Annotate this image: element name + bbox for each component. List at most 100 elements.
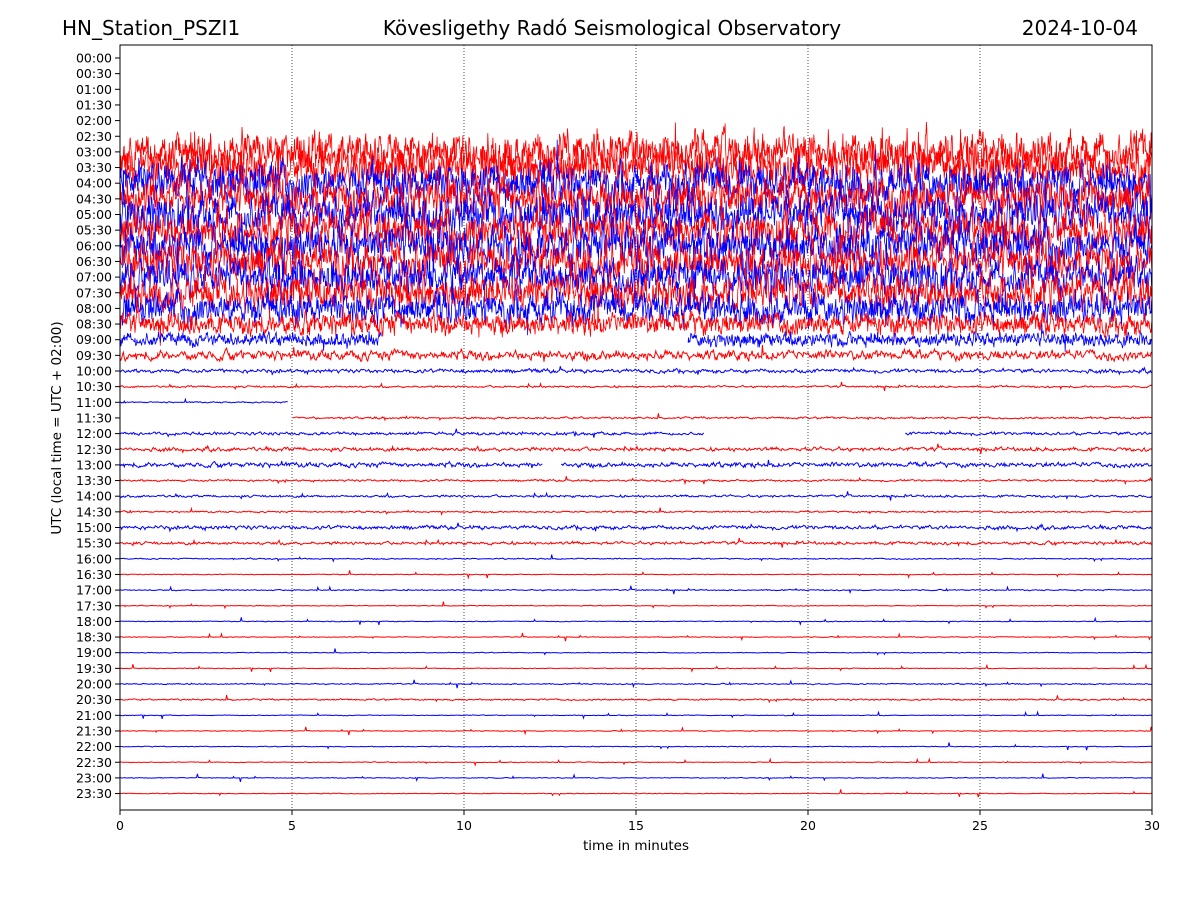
y-tick-label: 03:30 (76, 160, 112, 175)
x-axis-label: time in minutes (583, 838, 689, 854)
trace-1600 (119, 554, 1153, 563)
y-tick-label: 02:30 (76, 129, 112, 144)
y-tick-label: 19:30 (76, 661, 112, 676)
plot-frame (119, 44, 1153, 811)
y-tick-label: 03:00 (76, 144, 112, 159)
trace-1300 (119, 459, 1153, 470)
trace-2200 (120, 742, 1153, 751)
y-tick-label: 19:00 (76, 645, 112, 660)
y-tick-labels: 00:0000:3001:0001:3002:0002:3003:0003:30… (76, 51, 120, 801)
trace-0930 (119, 344, 1153, 363)
y-tick-label: 16:30 (76, 567, 112, 582)
y-tick-label: 06:00 (76, 238, 112, 253)
trace-0800 (119, 272, 1153, 336)
y-tick-label: 01:00 (76, 82, 112, 97)
trace-1330 (119, 476, 1153, 486)
trace-1500 (119, 522, 1153, 533)
y-tick-label: 15:30 (76, 536, 112, 551)
trace-1730 (119, 601, 1152, 610)
x-tick-label: 10 (456, 818, 472, 833)
y-tick-label: 04:30 (76, 191, 112, 206)
trace-0730 (119, 252, 1153, 324)
trace-0430 (119, 150, 1153, 239)
y-tick-label: 07:30 (76, 285, 112, 300)
y-tick-label: 11:30 (76, 410, 112, 425)
trace-0600 (119, 196, 1153, 283)
y-tick-label: 12:30 (76, 442, 112, 457)
y-tick-label: 21:00 (76, 708, 112, 723)
trace-1800 (119, 616, 1153, 626)
y-tick-label: 14:30 (76, 504, 112, 519)
x-tick-labels: 0 5 10 15 20 25 30 (116, 810, 1160, 833)
y-axis-label: UTC (local time = UTC + 02:00) (49, 321, 65, 534)
y-tick-label: 08:00 (76, 301, 112, 316)
trace-1700 (119, 585, 1153, 595)
y-tick-label: 13:00 (76, 457, 112, 472)
x-tick-label: 0 (116, 818, 124, 833)
y-tick-label: 09:00 (76, 332, 112, 347)
trace-1230 (119, 443, 1153, 454)
y-tick-label: 07:00 (76, 270, 112, 285)
trace-0530 (119, 184, 1153, 267)
y-tick-label: 05:30 (76, 223, 112, 238)
trace-0830 (119, 296, 1153, 346)
y-tick-label: 01:30 (76, 97, 112, 112)
y-tick-label: 10:00 (76, 364, 112, 379)
y-tick-label: 13:30 (76, 473, 112, 488)
y-tick-label: 20:00 (76, 677, 112, 692)
y-tick-label: 14:00 (76, 489, 112, 504)
y-tick-label: 08:30 (76, 317, 112, 332)
x-tick-label: 5 (288, 818, 296, 833)
x-tick-label: 20 (800, 818, 816, 833)
y-tick-label: 02:00 (76, 113, 112, 128)
y-tick-label: 05:00 (76, 207, 112, 222)
y-tick-label: 22:30 (76, 755, 112, 770)
trace-1430 (119, 506, 1153, 516)
y-tick-label: 15:00 (76, 520, 112, 535)
trace-1900 (119, 648, 1153, 656)
y-tick-label: 09:30 (76, 348, 112, 363)
station-name: HN_Station_PSZI1 (62, 16, 240, 40)
trace-2130 (120, 726, 1153, 736)
trace-1930 (119, 663, 1153, 673)
trace-1630 (119, 570, 1152, 580)
trace-1530 (119, 537, 1153, 548)
y-tick-label: 23:30 (76, 786, 112, 801)
y-tick-label: 16:00 (76, 551, 112, 566)
trace-1130 (292, 413, 1153, 422)
y-tick-label: 22:00 (76, 739, 112, 754)
trace-1400 (119, 491, 1153, 501)
trace-0900 (119, 323, 1153, 352)
trace-1830 (119, 632, 1152, 642)
trace-2100 (119, 710, 1153, 720)
trace-1030 (120, 381, 1153, 391)
y-tick-label: 21:30 (76, 723, 112, 738)
y-tick-label: 06:30 (76, 254, 112, 269)
y-tick-label: 18:30 (76, 630, 112, 645)
trace-1100 (119, 397, 288, 404)
y-tick-label: 00:30 (76, 66, 112, 81)
y-tick-label: 11:00 (76, 395, 112, 410)
trace-2330 (120, 789, 1153, 798)
trace-2030 (119, 694, 1153, 704)
trace-1200 (119, 428, 1153, 438)
seismic-traces (119, 121, 1153, 798)
trace-2230 (119, 757, 1152, 767)
x-tick-label: 15 (628, 818, 644, 833)
trace-1000 (119, 366, 1153, 376)
trace-2300 (120, 773, 1152, 783)
y-tick-label: 23:00 (76, 770, 112, 785)
y-tick-label: 20:30 (76, 692, 112, 707)
y-tick-label: 04:00 (76, 176, 112, 191)
trace-0330 (119, 122, 1153, 202)
chart-date: 2024-10-04 (1022, 16, 1138, 40)
y-tick-label: 18:00 (76, 614, 112, 629)
x-tick-label: 25 (972, 818, 988, 833)
x-tick-label: 30 (1144, 818, 1160, 833)
y-tick-label: 17:30 (76, 598, 112, 613)
y-tick-label: 10:30 (76, 379, 112, 394)
trace-2000 (119, 679, 1153, 689)
y-tick-label: 17:00 (76, 583, 112, 598)
y-tick-label: 00:00 (76, 51, 112, 66)
